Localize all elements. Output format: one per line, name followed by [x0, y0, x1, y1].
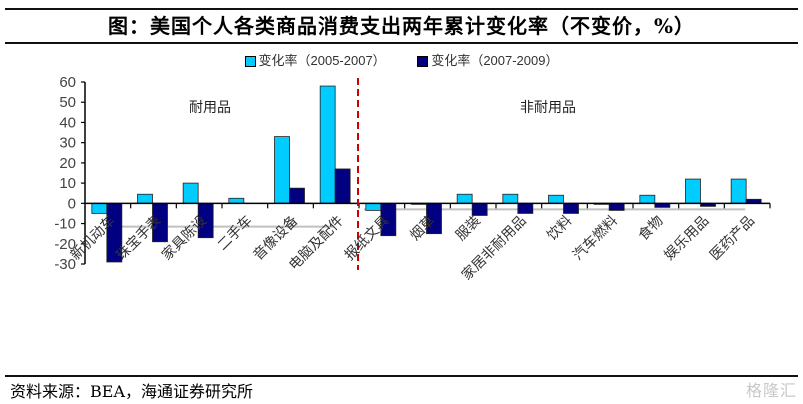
legend-item-2005-2007: 变化率（2005-2007）: [244, 50, 386, 69]
bar-2005-2007: [548, 194, 564, 204]
bar-2005-2007: [137, 193, 153, 204]
x-tick-label: 饮料: [544, 213, 575, 244]
title-rule: [5, 42, 798, 44]
bar-2007-2009: [517, 202, 534, 214]
group-label-nondurable: 非耐用品: [520, 100, 576, 116]
x-tick-label: 报纸文具: [342, 213, 393, 264]
annotations: 耐用品 非耐用品: [189, 78, 576, 270]
y-tick-label: 0: [68, 195, 76, 212]
x-tick-label: 汽车燃料: [569, 212, 621, 264]
y-tick-label: 60: [59, 74, 76, 91]
x-tick-label: 医药产品: [707, 213, 758, 264]
legend-label: 变化率（2007-2009）: [431, 53, 559, 68]
y-tick-label: 20: [59, 155, 76, 172]
legend-item-2007-2009: 变化率（2007-2009）: [417, 50, 558, 69]
y-tick-label: 10: [59, 175, 76, 192]
group-label-durable: 耐用品: [189, 100, 231, 116]
y-tick-label: -20: [54, 236, 76, 253]
bar-2005-2007: [91, 202, 108, 214]
watermark-logo: 格隆汇: [745, 381, 797, 400]
bar-2007-2009: [334, 168, 351, 204]
y-axis: 60 50 40 30 20 10 0 -10 -20 -30: [54, 74, 86, 273]
bar-2005-2007: [182, 182, 199, 204]
x-tick-label: 娱乐用品: [661, 213, 712, 264]
bar-2005-2007: [502, 193, 519, 204]
y-tick-label: 40: [59, 114, 76, 131]
bar-2005-2007: [274, 136, 290, 204]
x-tick-label: 二手车: [214, 212, 256, 254]
bar-2007-2009: [563, 202, 579, 214]
y-tick-label: -30: [54, 256, 76, 273]
bars: [91, 85, 762, 263]
bar-2005-2007: [730, 178, 747, 204]
top-rule: [5, 8, 798, 10]
legend-label: 变化率（2005-2007）: [258, 53, 386, 68]
y-tick-label: 50: [59, 94, 76, 111]
legend: 变化率（2005-2007） 变化率（2007-2009）: [0, 50, 803, 69]
bottom-rule: [5, 375, 798, 377]
bar-2005-2007: [456, 193, 473, 204]
bar-2005-2007: [685, 178, 701, 204]
x-tick-label: 服装: [453, 213, 484, 244]
x-tick-label: 食物: [635, 212, 667, 244]
y-tick-label: 30: [59, 135, 76, 152]
bar-chart: 60 50 40 30 20 10 0 -10 -20 -30 耐用品 非耐用品 新机动车珠宝手表家…: [54, 74, 771, 284]
bar-2007-2009: [289, 187, 305, 204]
bar-2007-2009: [608, 202, 625, 211]
legend-swatch-navy: [417, 56, 429, 68]
bar-2005-2007: [228, 197, 245, 204]
chart-title: 图：美国个人各类商品消费支出两年累计变化率（不变价，%）: [107, 14, 695, 38]
legend-swatch-cyan: [244, 56, 256, 68]
bar-2005-2007: [639, 194, 656, 204]
bar-2005-2007: [365, 202, 382, 211]
bar-2007-2009: [471, 202, 488, 216]
source-note: 资料来源：BEA，海通证券研究所: [10, 382, 253, 401]
y-tick-label: -10: [54, 216, 76, 233]
bar-2005-2007: [319, 85, 336, 204]
